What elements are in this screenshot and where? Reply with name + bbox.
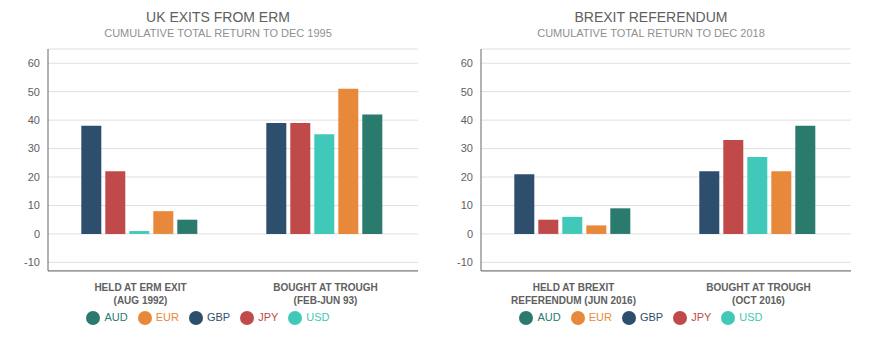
svg-text:10: 10 [461,199,473,211]
svg-text:40: 40 [461,114,473,126]
svg-text:30: 30 [28,142,40,154]
svg-text:-10: -10 [24,256,40,268]
svg-text:20: 20 [28,171,40,183]
svg-text:0: 0 [467,228,473,240]
svg-text:-10: -10 [457,256,473,268]
svg-text:BOUGHT AT TROUGH(FEB-JUN 93): BOUGHT AT TROUGH(FEB-JUN 93) [273,282,377,306]
svg-text:60: 60 [28,57,40,69]
html-text:EUR: EUR [155,310,179,323]
svg-text:0: 0 [34,228,40,240]
html-text:UK EXITS FROM ERM: UK EXITS FROM ERM [146,9,290,25]
svg-text:40: 40 [28,114,40,126]
svg-text:60: 60 [461,57,473,69]
svg-text:HELD AT BREXITREFERENDUM (JUN: HELD AT BREXITREFERENDUM (JUN 2016) [511,282,636,306]
html-text:AUD: AUD [104,310,128,323]
html-text:GBP: GBP [206,310,231,323]
svg-text:30: 30 [461,142,473,154]
html-text:BREXIT REFERENDUM: BREXIT REFERENDUM [574,9,728,25]
html-text:USD: USD [306,310,330,323]
svg-text:10: 10 [28,199,40,211]
html-text:JPY: JPY [691,310,712,323]
html-text:USD: USD [739,310,763,323]
svg-text:BOUGHT AT TROUGH(OCT 2016): BOUGHT AT TROUGH(OCT 2016) [706,282,810,306]
html-text:JPY: JPY [258,310,279,323]
html-text:CUMULATIVE TOTAL RETURN TO DEC: CUMULATIVE TOTAL RETURN TO DEC 1995 [104,27,332,39]
html-text:AUD: AUD [537,310,561,323]
svg-text:HELD AT ERM EXIT(AUG 1992): HELD AT ERM EXIT(AUG 1992) [94,282,186,306]
html-text:EUR: EUR [588,310,612,323]
svg-text:50: 50 [461,86,473,98]
svg-text:20: 20 [461,171,473,183]
html-text:CUMULATIVE TOTAL RETURN TO DEC: CUMULATIVE TOTAL RETURN TO DEC 2018 [537,27,765,39]
svg-text:50: 50 [28,86,40,98]
html-text:GBP: GBP [639,310,664,323]
